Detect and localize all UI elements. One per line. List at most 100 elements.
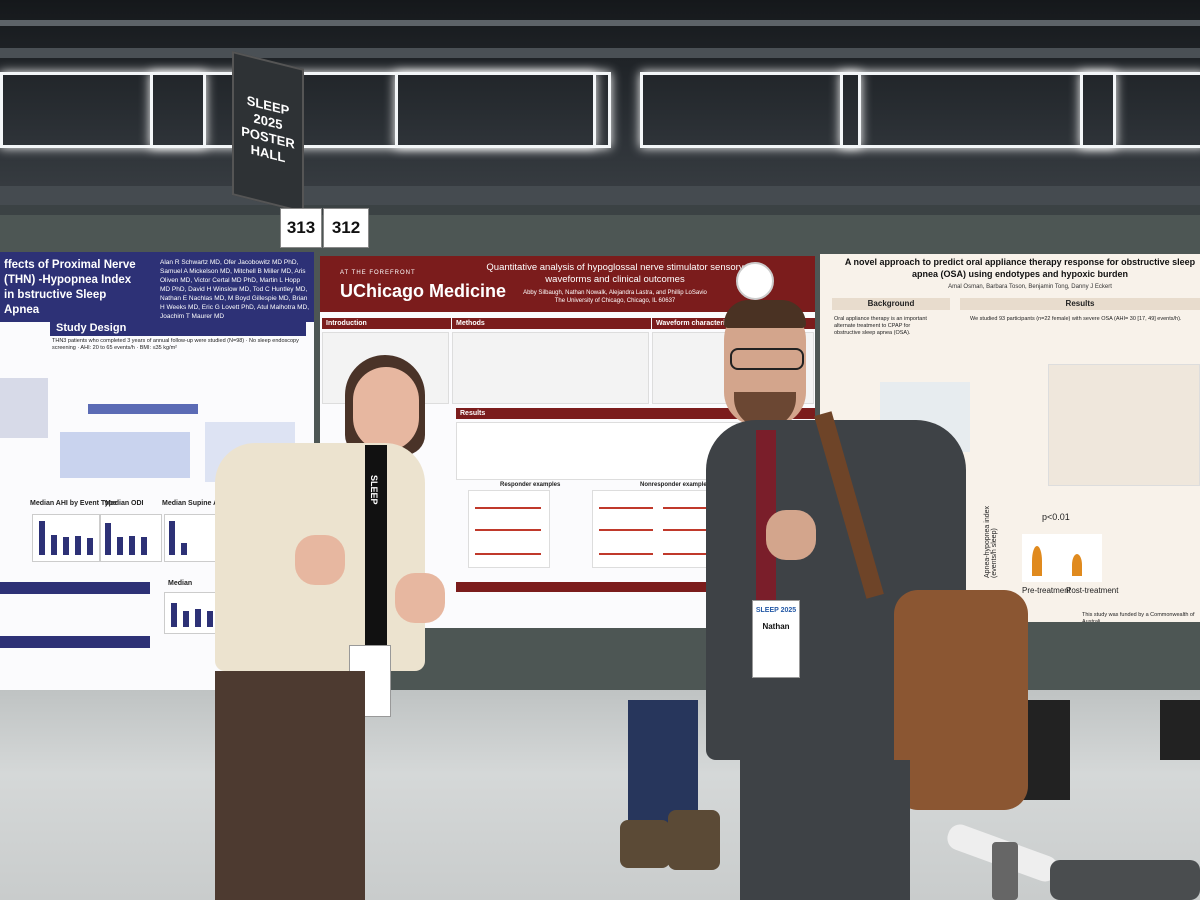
violin-post [1072,554,1082,576]
median-ahi-chart [32,514,100,562]
woman-thumbs-up-left [295,535,345,585]
man-tie [756,430,776,610]
poster-mid-header: AT THE FOREFRONT UChicago Medicine Quant… [320,256,815,312]
woman-thumbs-up-right [395,573,445,623]
violin-plot [1022,534,1102,582]
chart-bar [195,609,201,627]
chart-bar [117,537,123,555]
chart-label-ahi: Median AHI by Event Type [30,500,117,507]
board-number-312: 312 [323,208,369,248]
woman-trousers [215,671,365,900]
uchicago-logo: AT THE FOREFRONT UChicago Medicine [340,264,506,300]
background-shoe [668,810,720,870]
ceiling-beam [0,48,1200,58]
funding-footer: This study was funded by a Commonwealth … [1082,612,1195,622]
background-shoe [620,820,670,868]
poster-left-study-text: THN3 patients who completed 3 years of a… [52,338,299,351]
ceiling-light [840,72,1116,148]
poster-left-figure [0,378,48,438]
lanyard-text: SLEEP [369,475,379,505]
section-results-right: Results [960,298,1200,310]
section-background: Background [832,298,950,310]
person-man: SLEEP 2025 Nathan [700,300,1040,900]
section-introduction: Introduction [322,318,451,329]
waveform-trace [663,521,717,531]
methods-text-block [452,332,649,404]
results-text: We studied 93 participants (n=22 female)… [970,316,1182,322]
poster-mid-authors: Abby Silbaugh, Nathan Nowalk, Alejandra … [470,289,760,305]
glasses-icon [730,348,804,370]
poster-right-title: A novel approach to predict oral applian… [844,257,1196,279]
chart-bar [207,611,213,627]
university-seal-icon [736,262,774,300]
leather-bag [894,590,1028,810]
ceiling-light [640,72,861,148]
section-results: Results [456,408,815,419]
poster-mid-footer-bar [456,582,811,592]
background-person-legs [628,700,698,830]
board-number-313: 313 [280,208,322,248]
badge-event: SLEEP 2025 [755,607,797,614]
responder-examples-label: Responder examples [500,482,561,488]
x-label-post: Post-treatment [1066,586,1119,595]
water-bottle [992,842,1018,900]
ceiling-light [1080,72,1200,148]
chart-label-median: Median [168,580,193,587]
poster-left-authors: Alan R Schwartz MD, Ofer Jacobowitz MD P… [160,259,310,320]
violin-pre [1032,546,1042,576]
man-thumbs-up [766,510,816,560]
ceiling-beam [0,186,1200,205]
results-figure-grid [1048,364,1200,486]
background-text: Oral appliance therapy is an important a… [834,316,927,336]
woman-face [353,367,419,451]
chart-bar [39,521,45,555]
waveform-trace [663,499,717,509]
waveform-trace [475,499,541,509]
p-value-label: p<0.01 [1042,512,1070,522]
ceiling [0,0,1200,205]
waveform-trace [599,545,653,555]
poster-left-scale-bar [88,404,198,414]
chart-bar [171,603,177,627]
poster-left-section-study-design: Study Design [50,320,306,336]
institution-name: UChicago Medicine [340,281,507,301]
poster-mid-author-list: Abby Silbaugh, Nathan Nowalk, Alejandra … [523,290,707,296]
chart-label-odi: Median ODI [105,500,144,507]
chart-bar [129,536,135,555]
poster-right: A novel approach to predict oral applian… [820,254,1200,622]
waveform-trace [663,545,717,555]
waveform-trace [599,521,653,531]
ceiling-light [395,72,611,148]
chart-bar [105,523,111,555]
poster-left-diagram [60,432,190,478]
chart-bar [51,535,57,555]
man-badge: SLEEP 2025 Nathan [752,600,800,678]
poster-left-conclusion-bar [0,582,150,594]
chart-bar [183,611,189,627]
woman-lanyard: SLEEP [365,445,387,645]
ceiling-light [150,72,596,148]
chart-bar [169,521,175,555]
median-odi-chart [100,514,162,562]
waveform-trace [475,545,541,555]
chart-bar [63,537,69,555]
man-hair [724,300,806,328]
poster-mid-affiliation: The University of Chicago, Chicago, IL 6… [554,298,676,304]
poster-mid-title: Quantitative analysis of hypoglossal ner… [486,262,744,285]
background-person-legs [1160,700,1200,760]
bag-on-floor [1050,860,1200,900]
man-trousers [740,760,910,900]
responder-waveforms [468,490,550,568]
nonresponder-waveforms [592,490,724,568]
waveform-trace [599,499,653,509]
chart-label-supine: Median Supine AHI [162,500,226,507]
poster-hall-sign: SLEEP 2025 POSTER HALL [232,51,304,213]
ceiling-light [0,72,206,148]
x-label-pre: Pre-treatment [1022,586,1071,595]
poster-left-footer-bar [0,636,150,648]
poster-left-title: ffects of Proximal Nerve (THN) -Hypopnea… [4,259,136,316]
badge-name: Nathan [762,622,790,631]
nonresponder-examples-label: Nonresponder examples [640,482,711,488]
waveform-trace [475,521,541,531]
person-woman: SLEEP [185,355,455,900]
